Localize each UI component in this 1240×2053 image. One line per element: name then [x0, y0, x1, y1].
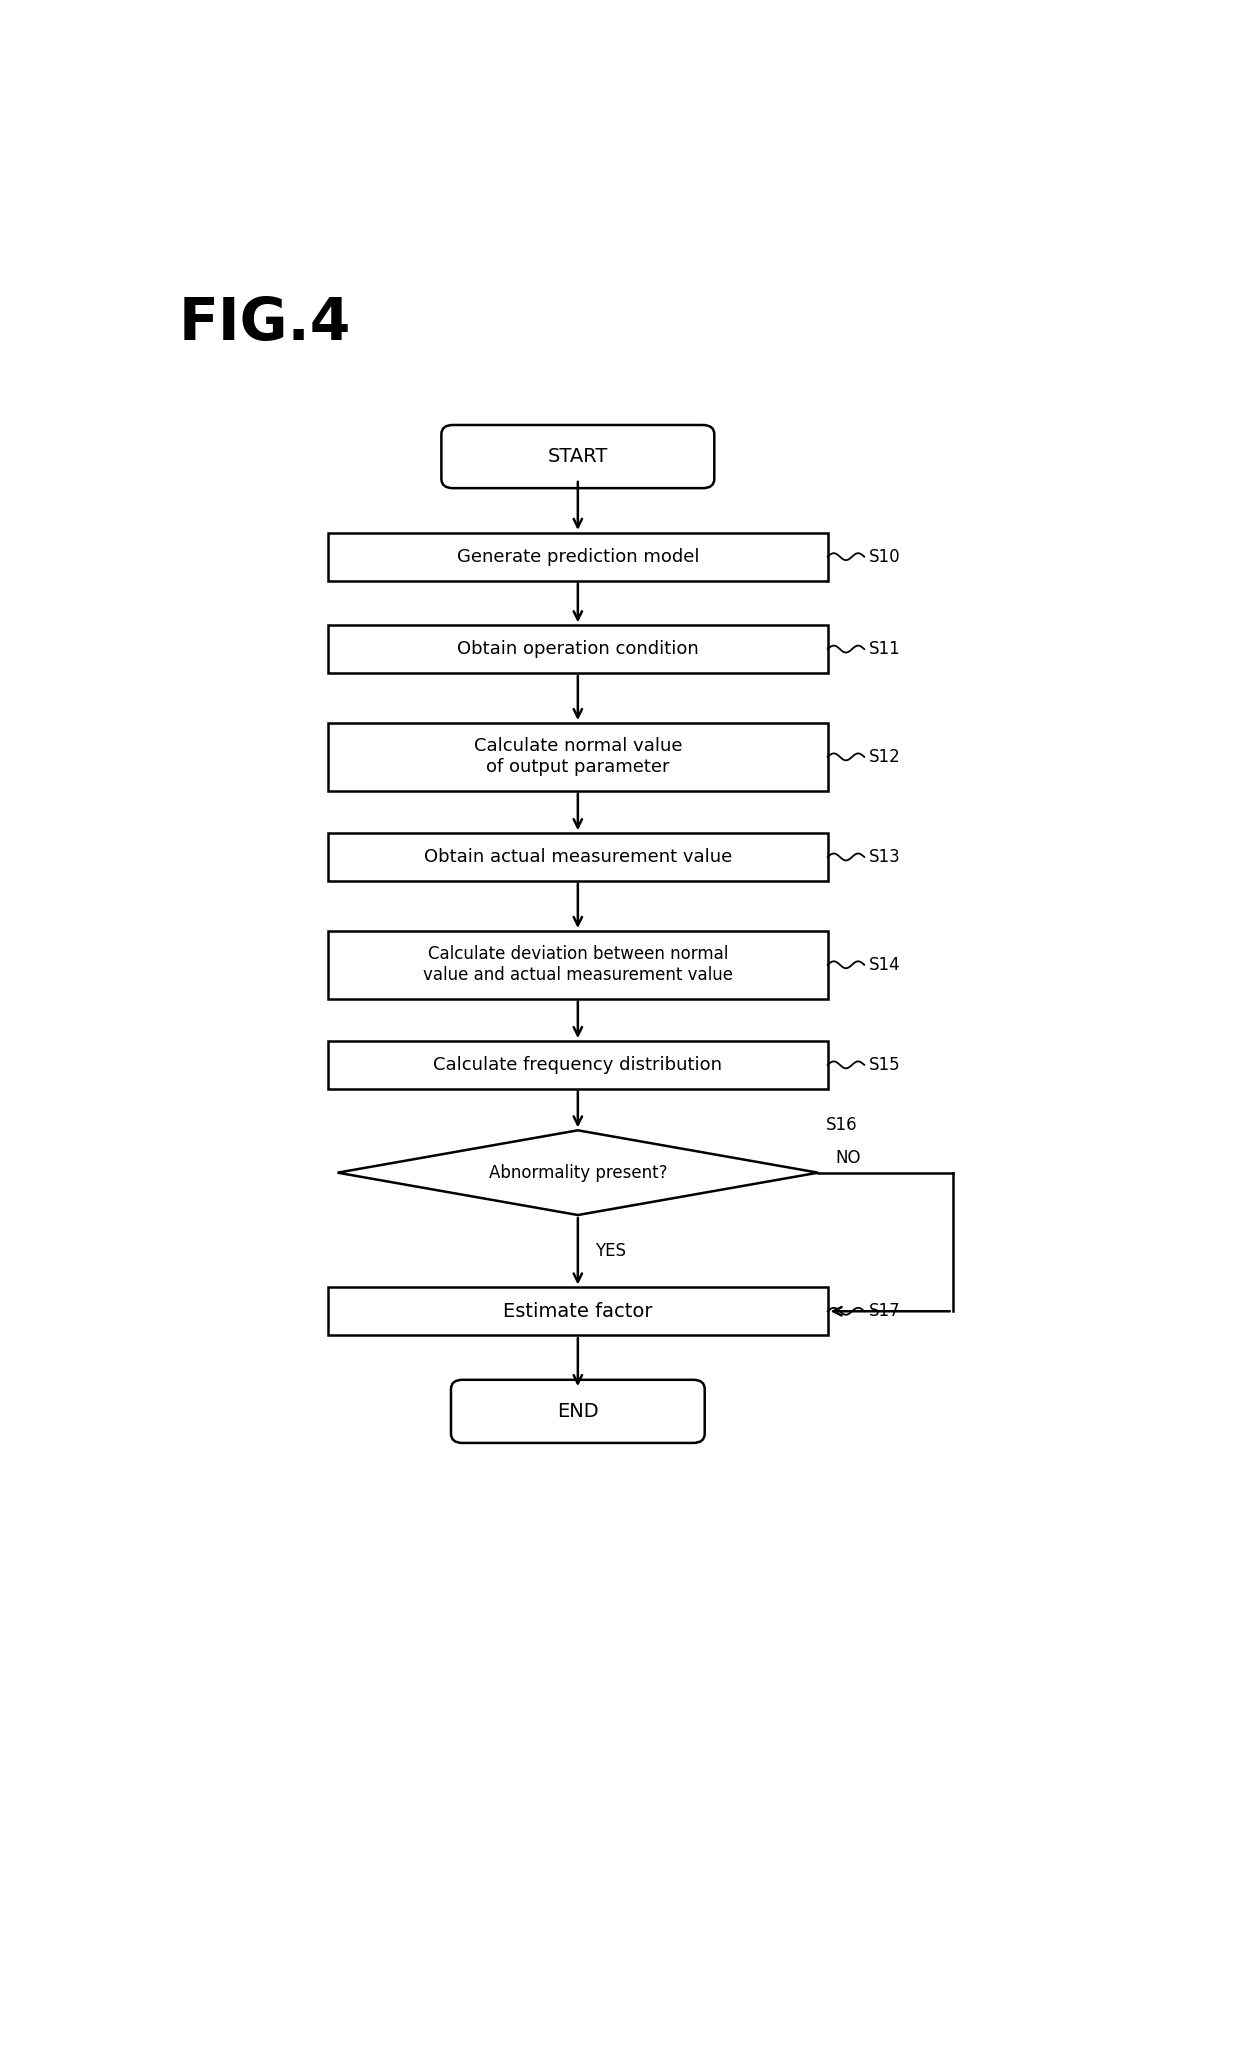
Text: Calculate normal value
of output parameter: Calculate normal value of output paramet…	[474, 737, 682, 776]
Text: Obtain operation condition: Obtain operation condition	[458, 641, 698, 659]
Text: Calculate deviation between normal
value and actual measurement value: Calculate deviation between normal value…	[423, 944, 733, 983]
Bar	[327, 534, 828, 581]
Text: YES: YES	[595, 1242, 626, 1261]
Text: S15: S15	[869, 1055, 900, 1074]
Text: START: START	[548, 448, 608, 466]
Text: Generate prediction model: Generate prediction model	[456, 548, 699, 567]
Text: Estimate factor: Estimate factor	[503, 1302, 652, 1320]
FancyBboxPatch shape	[451, 1380, 704, 1443]
FancyBboxPatch shape	[441, 425, 714, 489]
Text: NO: NO	[836, 1150, 861, 1168]
Text: S16: S16	[826, 1117, 857, 1133]
Bar	[327, 1287, 828, 1334]
Text: S17: S17	[869, 1302, 900, 1320]
Text: Abnormality present?: Abnormality present?	[489, 1164, 667, 1183]
Bar	[327, 1041, 828, 1088]
Text: S12: S12	[869, 747, 900, 766]
Text: S14: S14	[869, 957, 900, 973]
Text: S11: S11	[869, 641, 900, 659]
Bar	[327, 723, 828, 790]
Text: Calculate frequency distribution: Calculate frequency distribution	[433, 1055, 723, 1074]
Text: S10: S10	[869, 548, 900, 567]
Text: Obtain actual measurement value: Obtain actual measurement value	[424, 848, 732, 866]
Text: S13: S13	[869, 848, 900, 866]
Bar	[327, 626, 828, 673]
Polygon shape	[337, 1131, 818, 1215]
Text: FIG.4: FIG.4	[179, 296, 351, 351]
Bar	[327, 930, 828, 998]
Text: END: END	[557, 1402, 599, 1421]
Bar	[327, 834, 828, 881]
